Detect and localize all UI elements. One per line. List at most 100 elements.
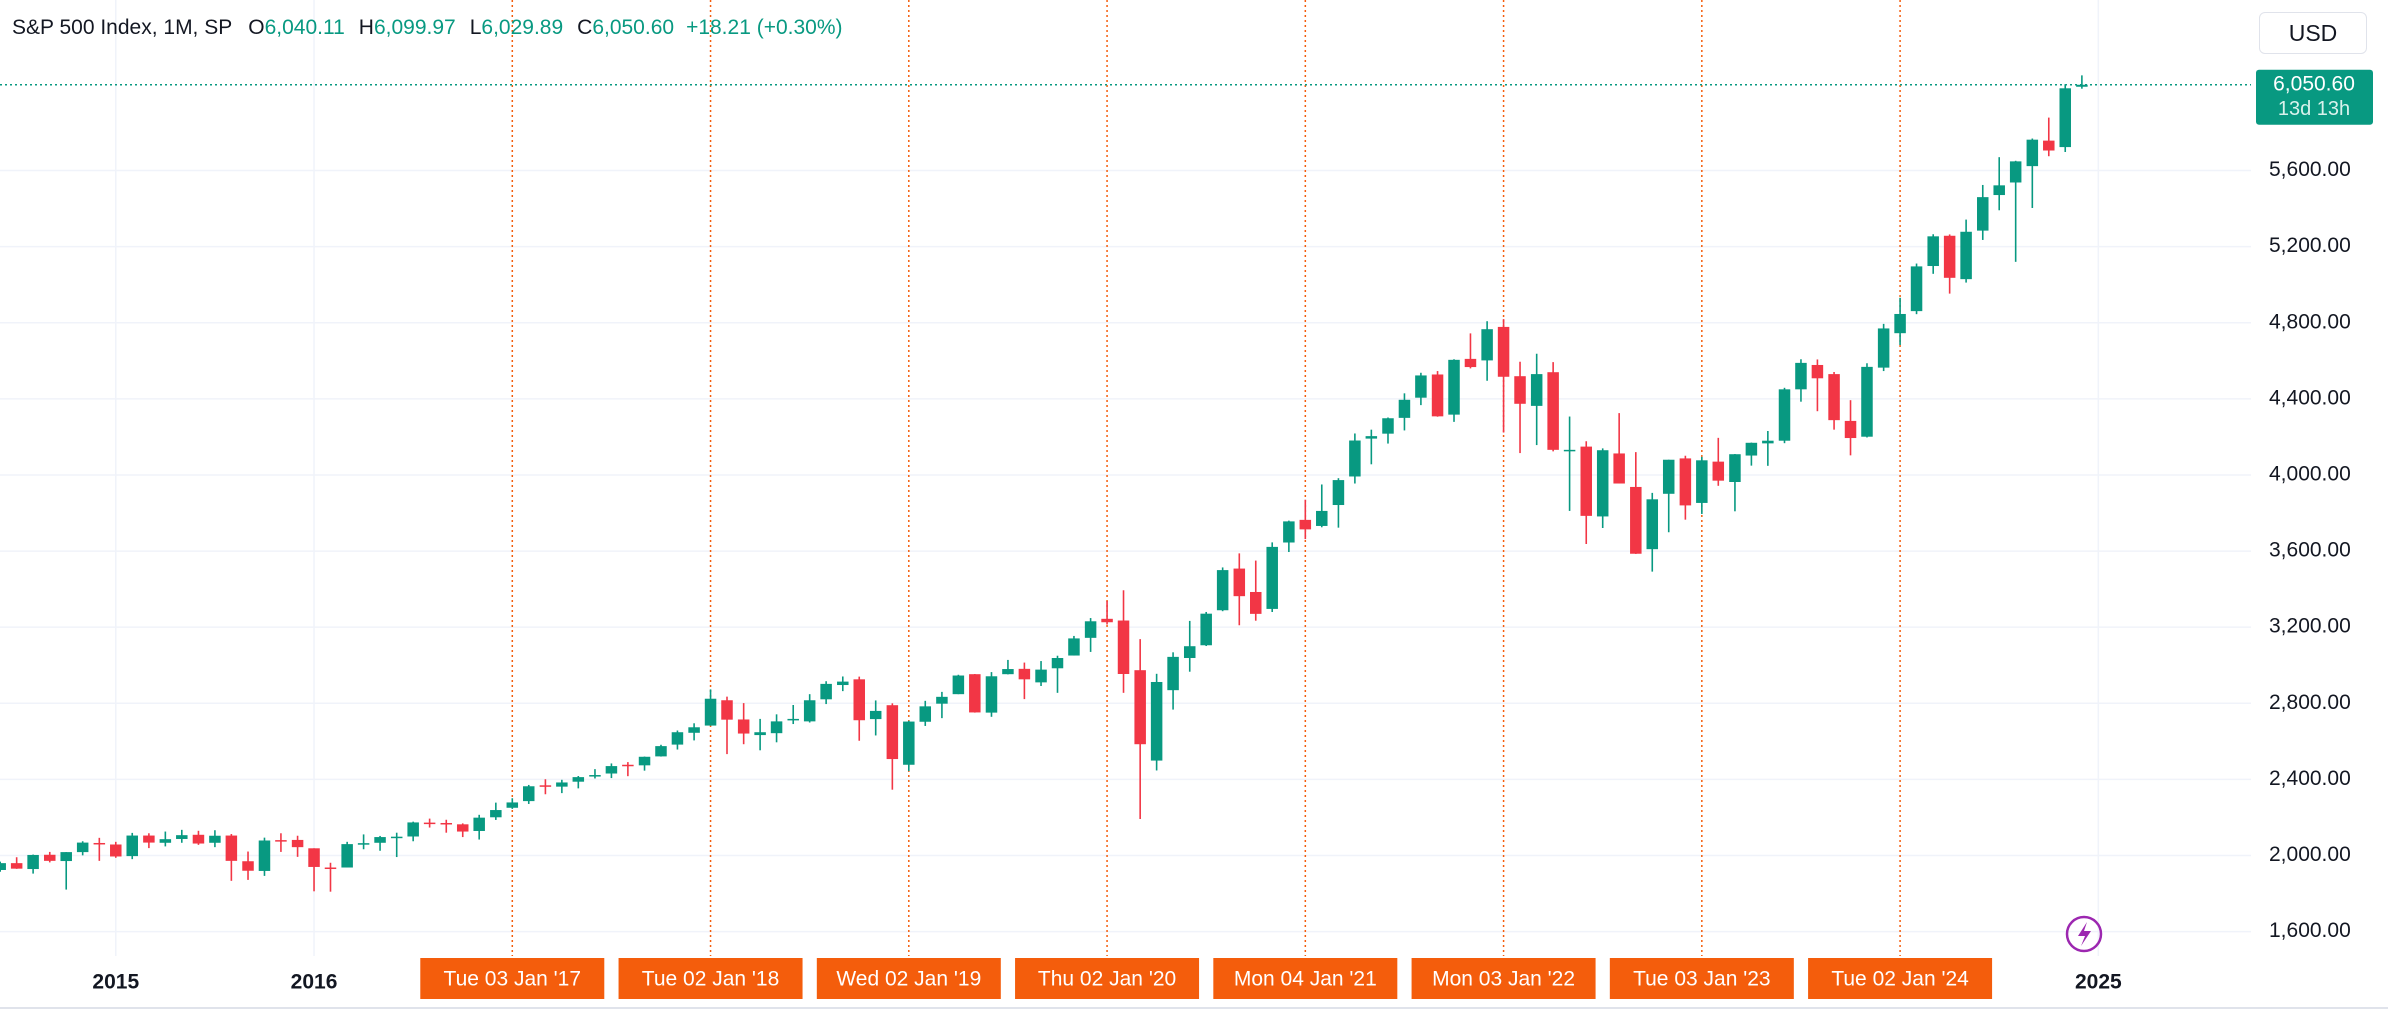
- candle-body: [671, 732, 684, 745]
- candle-body: [985, 676, 998, 713]
- candle-body: [1068, 638, 1080, 656]
- candle-body: [1101, 618, 1113, 623]
- candle-body: [2076, 84, 2088, 87]
- candle-body: [10, 863, 23, 869]
- currency-button[interactable]: USD: [2259, 12, 2367, 54]
- x-tick-label: 2015: [92, 971, 139, 994]
- marker-label-box: [618, 958, 803, 999]
- candle-body: [770, 721, 783, 734]
- candle-body: [490, 810, 502, 818]
- candle-body: [803, 700, 816, 722]
- candle-body: [1051, 658, 1064, 669]
- y-tick-label: 2,800.00: [2269, 691, 2351, 714]
- candle-body: [919, 706, 932, 722]
- candle-body: [1002, 669, 1014, 675]
- candle-body: [1861, 366, 1873, 437]
- candle-body: [1778, 389, 1791, 441]
- candle-body: [1894, 313, 1906, 334]
- candle-body: [1927, 236, 1939, 267]
- candle-body: [2009, 161, 2022, 183]
- price-tag-label: 6,050.60: [2273, 72, 2355, 95]
- candle-body: [787, 718, 799, 721]
- price-tag: [2256, 69, 2373, 125]
- y-tick-label: 1,600.00: [2269, 919, 2351, 942]
- candle-body: [456, 824, 469, 832]
- marker-label: Wed 02 Jan '19: [836, 968, 981, 991]
- ohlc-key: O: [248, 16, 265, 39]
- candle-body: [258, 840, 271, 871]
- candle-body: [1481, 329, 1493, 361]
- candle-body: [143, 835, 155, 843]
- candle-body: [2043, 140, 2055, 151]
- candle-body: [192, 834, 205, 844]
- candle-body: [506, 802, 519, 808]
- candle-body: [1910, 266, 1923, 312]
- ohlc-value: 6,029.89: [481, 16, 564, 39]
- candle-body: [1679, 458, 1692, 506]
- candle-body: [357, 843, 370, 845]
- candle-body: [1464, 358, 1477, 368]
- ohlc-key: L: [469, 16, 482, 39]
- candle-body: [341, 844, 353, 868]
- marker-label: Mon 04 Jan '21: [1234, 968, 1377, 991]
- candle-body: [837, 681, 849, 686]
- candle-body: [407, 822, 419, 837]
- candle-body: [473, 817, 485, 831]
- candle-body: [886, 705, 899, 760]
- ohlc-value: 6,040.11: [264, 16, 345, 39]
- candle-body: [440, 822, 453, 825]
- marker-label: Tue 03 Jan '23: [1633, 968, 1771, 991]
- symbol-title: S&P 500 Index, 1M, SP: [12, 16, 233, 39]
- candle-body: [1646, 499, 1659, 550]
- candle-body: [1960, 231, 1972, 280]
- candle-body: [1382, 418, 1394, 434]
- candle-body: [1497, 326, 1510, 377]
- candle-body: [1448, 359, 1460, 415]
- candle-body: [1630, 486, 1642, 554]
- candle-body: [1084, 621, 1097, 638]
- x-tick-label: 2016: [291, 971, 338, 994]
- candle-body: [1250, 591, 1262, 614]
- candle-body: [936, 696, 948, 704]
- candle-body: [1613, 453, 1625, 484]
- candle-body: [1795, 362, 1807, 390]
- candle-body: [1035, 669, 1047, 683]
- candle-body: [1233, 568, 1246, 597]
- candle-body: [1977, 197, 1989, 231]
- price-tag-countdown: 13d 13h: [2278, 98, 2350, 120]
- candle-body: [1283, 521, 1295, 543]
- y-tick-label: 3,200.00: [2269, 615, 2351, 638]
- y-tick-label: 5,600.00: [2269, 158, 2351, 181]
- candle-body: [638, 756, 651, 766]
- candle-body: [1266, 546, 1278, 609]
- candle-body: [0, 863, 6, 870]
- candle-body: [622, 764, 634, 767]
- candle-body: [308, 848, 320, 867]
- candle-body: [1596, 450, 1609, 517]
- candle-body: [110, 844, 122, 857]
- candle-body: [655, 746, 667, 757]
- candle-body: [1762, 440, 1774, 444]
- candle-body: [1745, 442, 1758, 456]
- candle-body: [1877, 328, 1890, 368]
- candle-body: [44, 854, 56, 861]
- candle-body: [1729, 454, 1741, 482]
- candle-body: [1844, 420, 1857, 439]
- candle-body: [27, 854, 39, 870]
- candle-body: [556, 782, 568, 787]
- candle-body: [176, 835, 188, 839]
- y-tick-label: 4,800.00: [2269, 310, 2351, 333]
- marker-label: Tue 03 Jan '17: [444, 968, 582, 991]
- ohlc: O6,040.11 H6,099.97 L6,029.89 C6,050.60: [246, 16, 686, 39]
- candle-body: [1547, 372, 1559, 450]
- candle-body: [1828, 374, 1840, 421]
- candle-body: [869, 710, 882, 720]
- marker-label: Tue 02 Jan '18: [642, 968, 780, 991]
- candle-body: [721, 700, 733, 720]
- candle-body: [522, 786, 535, 802]
- candle-body: [754, 732, 766, 736]
- marker-label-box: [1609, 958, 1794, 999]
- marker-label-box: [1213, 958, 1398, 999]
